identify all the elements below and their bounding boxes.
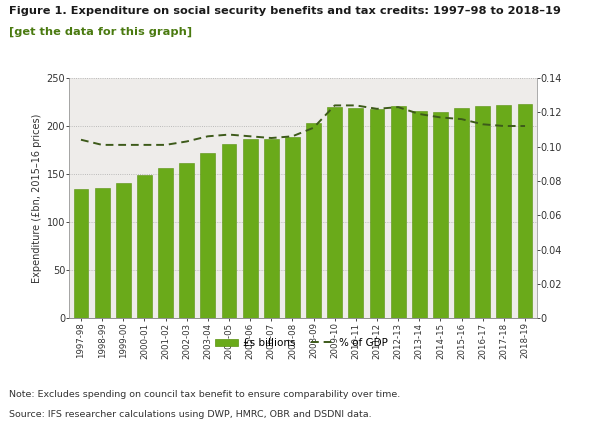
Bar: [475, 106, 490, 318]
Bar: [517, 104, 532, 318]
Bar: [200, 153, 215, 318]
Bar: [243, 139, 257, 318]
Bar: [412, 110, 427, 318]
Bar: [370, 109, 385, 318]
Text: Note: Excludes spending on council tax benefit to ensure comparability over time: Note: Excludes spending on council tax b…: [9, 390, 400, 399]
Bar: [179, 162, 194, 318]
Bar: [391, 106, 406, 318]
Bar: [349, 108, 363, 318]
Bar: [327, 107, 342, 318]
Bar: [285, 136, 300, 318]
Text: [get the data for this graph]: [get the data for this graph]: [9, 27, 192, 37]
Text: Source: IFS researcher calculations using DWP, HMRC, OBR and DSDNI data.: Source: IFS researcher calculations usin…: [9, 410, 371, 420]
Bar: [158, 168, 173, 318]
Bar: [306, 123, 321, 318]
Legend: £s billions, % of GDP: £s billions, % of GDP: [210, 334, 393, 352]
Bar: [264, 139, 279, 318]
Text: Figure 1. Expenditure on social security benefits and tax credits: 1997–98 to 20: Figure 1. Expenditure on social security…: [9, 6, 561, 16]
Bar: [454, 108, 469, 318]
Bar: [116, 183, 131, 318]
Bar: [433, 112, 448, 318]
Y-axis label: Expenditure (£bn, 2015–16 prices): Expenditure (£bn, 2015–16 prices): [33, 113, 42, 283]
Bar: [221, 144, 236, 318]
Bar: [95, 188, 110, 318]
Bar: [137, 175, 152, 318]
Bar: [74, 190, 89, 318]
Bar: [496, 105, 511, 318]
